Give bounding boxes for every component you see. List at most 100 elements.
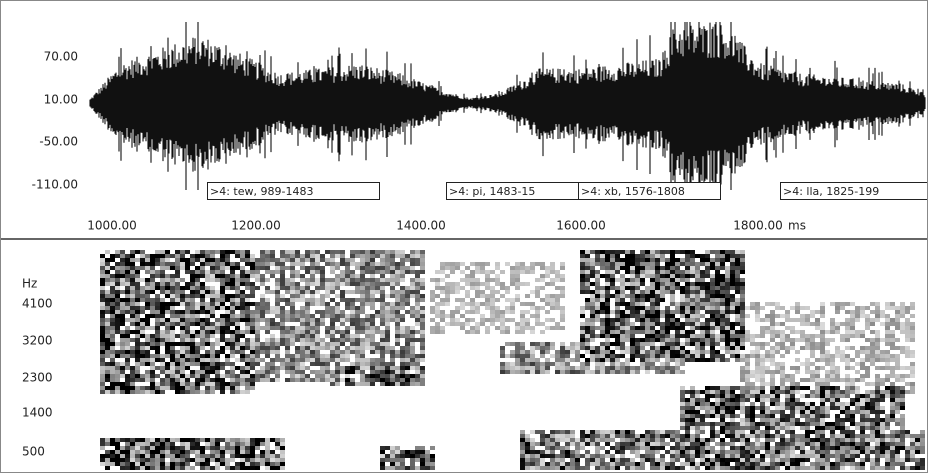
spectrogram-cell (460, 302, 465, 306)
spectrogram-cell (900, 314, 905, 318)
spectrogram-cell (415, 374, 420, 378)
spectrogram-cell (145, 370, 150, 374)
spectrogram-cell (175, 382, 180, 386)
spectrogram-cell (360, 318, 365, 322)
spectrogram-cell (865, 410, 870, 414)
spectrogram-cell (135, 330, 140, 334)
spectrogram-cell (175, 378, 180, 382)
spectrogram-cell (150, 458, 155, 462)
spectrogram-cell (575, 446, 580, 450)
spectrogram-cell (655, 334, 660, 338)
spectrogram-cell (440, 326, 445, 330)
spectrogram-cell (400, 466, 405, 470)
spectrogram-cell (585, 266, 590, 270)
spectrogram-cell (220, 250, 225, 254)
spectrogram-cell (355, 326, 360, 330)
spectrogram-cell (620, 302, 625, 306)
spectrogram-cell (685, 422, 690, 426)
spectrogram-cell (805, 366, 810, 370)
spectrogram-cell (440, 262, 445, 266)
spectrogram-cell (180, 326, 185, 330)
spectrogram-cell (115, 370, 120, 374)
spectrogram-cell (255, 258, 260, 262)
spectrogram-cell (155, 350, 160, 354)
spectrogram-cell (775, 390, 780, 394)
spectrogram-cell (210, 294, 215, 298)
spectrogram-cell (685, 354, 690, 358)
spectrogram-cell (250, 366, 255, 370)
spectrogram-cell (690, 394, 695, 398)
spectrogram-cell (760, 330, 765, 334)
spectrogram-cell (235, 254, 240, 258)
spectrogram-cell (770, 446, 775, 450)
spectrogram-cell (455, 282, 460, 286)
spectrogram-cell (710, 306, 715, 310)
spectrogram-cell (470, 326, 475, 330)
spectrogram-cell (320, 338, 325, 342)
spectrogram-cell (760, 378, 765, 382)
spectrogram-cell (665, 362, 670, 366)
spectrogram-cell (660, 310, 665, 314)
spectrogram-cell (235, 330, 240, 334)
spectrogram-cell (810, 334, 815, 338)
spectrogram-cell (100, 278, 105, 282)
spectrogram-cell (740, 302, 745, 306)
spectrogram-cell (400, 370, 405, 374)
spectrogram-cell (145, 342, 150, 346)
spectrogram-cell (415, 322, 420, 326)
spectrogram-cell (170, 378, 175, 382)
spectrogram-cell (705, 390, 710, 394)
spectrogram-cell (825, 394, 830, 398)
spectrogram-cell (545, 298, 550, 302)
spectrogram-cell (290, 266, 295, 270)
spectrogram-cell (140, 262, 145, 266)
spectrogram-cell (785, 346, 790, 350)
spectrogram-cell (905, 450, 910, 454)
spectrogram-cell (790, 306, 795, 310)
spectrogram-cell (590, 310, 595, 314)
spectrogram-cell (240, 366, 245, 370)
spectrogram-cell (640, 338, 645, 342)
spectrogram-cell (755, 438, 760, 442)
spectrogram-cell (185, 258, 190, 262)
spectrogram-cell (395, 270, 400, 274)
spectrogram-cell (865, 350, 870, 354)
spectrogram-cell (865, 370, 870, 374)
spectrogram-cell (120, 390, 125, 394)
spectrogram-cell (205, 326, 210, 330)
spectrogram-cell (170, 386, 175, 390)
spectrogram-cell (555, 270, 560, 274)
spectrogram-cell (850, 398, 855, 402)
spectrogram-cell (765, 398, 770, 402)
spectrogram-cell (555, 458, 560, 462)
spectrogram-cell (670, 454, 675, 458)
spectrogram-cell (800, 442, 805, 446)
spectrogram-cell (105, 346, 110, 350)
spectrogram-cell (490, 278, 495, 282)
spectrogram-cell (805, 306, 810, 310)
spectrogram-cell (610, 358, 615, 362)
spectrogram-cell (605, 302, 610, 306)
spectrogram-cell (555, 438, 560, 442)
spectrogram-cell (525, 366, 530, 370)
spectrogram-cell (220, 454, 225, 458)
spectrogram-cell (315, 350, 320, 354)
spectrogram-cell (380, 458, 385, 462)
spectrogram-cell (900, 378, 905, 382)
spectrogram-cell (300, 314, 305, 318)
spectrogram-cell (135, 274, 140, 278)
spectrogram-cell (160, 354, 165, 358)
spectrogram-cell (775, 302, 780, 306)
spectrogram-cell (800, 446, 805, 450)
spectrogram-cell (735, 386, 740, 390)
spectrogram-cell (740, 430, 745, 434)
spectrogram-cell (660, 254, 665, 258)
spectrogram-cell (615, 358, 620, 362)
spectrogram-cell (895, 326, 900, 330)
spectrogram-cell (890, 410, 895, 414)
spectrogram-cell (120, 342, 125, 346)
spectrogram-cell (820, 382, 825, 386)
spectrogram-cell (765, 394, 770, 398)
spectrogram-cell (275, 462, 280, 466)
spectrogram-cell (495, 266, 500, 270)
